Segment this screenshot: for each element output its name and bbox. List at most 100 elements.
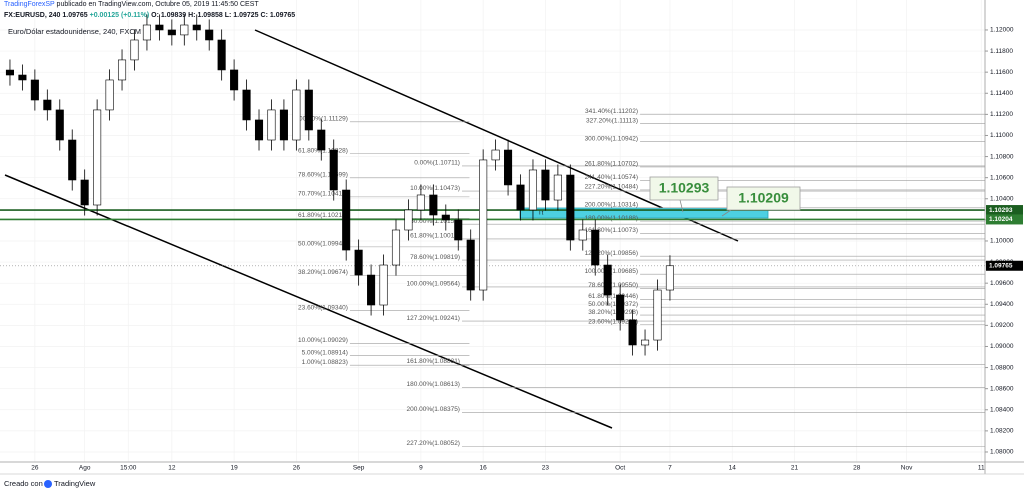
candle-body (93, 109, 102, 206)
candle-body (317, 129, 326, 151)
quote: 1.09765 (62, 12, 87, 19)
y-tick-label: 1.11000 (990, 132, 1013, 139)
fib-label: 5.00%(1.08914) (302, 349, 348, 356)
candle-body (105, 79, 114, 111)
candle-body (441, 214, 450, 221)
x-tick-label: 23 (542, 465, 550, 472)
y-tick-label: 1.09000 (990, 343, 1014, 350)
x-tick-label: Nov (901, 465, 913, 472)
candle-body (416, 194, 425, 211)
fib-label: 300.00%(1.10942) (585, 135, 639, 142)
candle-body (367, 274, 376, 306)
x-tick-label: Ago (79, 465, 91, 472)
candle-body (254, 119, 264, 141)
fib-label: 241.40%(1.10574) (585, 174, 639, 181)
candle-body (18, 74, 27, 81)
candle-body (205, 29, 214, 41)
y-tick-label: 1.10800 (990, 153, 1014, 160)
candle-body (267, 109, 276, 141)
fib-label: 227.20%(1.10484) (585, 184, 639, 191)
y-tick-label: 1.11200 (990, 111, 1013, 118)
x-tick-label: 28 (853, 465, 861, 472)
trend-line (254, 29, 739, 242)
callout-box (726, 186, 801, 211)
candle-body (5, 69, 14, 76)
legend-title: Euro/Dólar estadounidense, 240, FXCM (8, 27, 141, 36)
candle-body (665, 265, 674, 291)
candle-body (391, 229, 401, 266)
fib-label: 161.80%(1.08831) (406, 358, 460, 365)
fib-label: 261.80%(1.10702) (585, 161, 639, 168)
x-tick-label: 16 (480, 465, 488, 472)
candle-body (553, 174, 562, 201)
candle-body (491, 149, 500, 161)
candle-body (591, 229, 600, 266)
candle-body (155, 24, 164, 31)
y-tick-label: 1.10000 (990, 238, 1014, 245)
fib-label: 78.60%(1.10599) (298, 171, 348, 178)
candle-body (466, 239, 475, 291)
fib-label: 78.60%(1.09550) (588, 282, 638, 289)
candle-body (404, 209, 413, 231)
change: +0.00125 (+0.11%) (90, 12, 150, 19)
price-label-bg (986, 205, 1023, 216)
fib-label: 50.00%(1.10159) (410, 218, 460, 225)
fib-label: 50.00%(1.09944) (298, 241, 348, 248)
candle-body (304, 89, 313, 131)
ohlc: O: 1.09839 (151, 12, 186, 19)
candle-body (329, 149, 338, 191)
publisher[interactable]: TradingForexSP (4, 1, 55, 8)
candle-body (217, 39, 226, 71)
x-tick-label: 26 (293, 465, 301, 472)
candle-body (68, 139, 77, 181)
y-tick-label: 1.11800 (990, 48, 1013, 55)
candle-body (230, 69, 239, 91)
candle-body (142, 24, 151, 41)
fib-label: 161.80%(1.10073) (585, 227, 639, 234)
fib-label: 100.00%(1.09564) (406, 281, 460, 288)
trend-line (4, 174, 613, 429)
y-tick-label: 1.08000 (990, 449, 1014, 456)
candle-body (641, 339, 650, 346)
candle-body (628, 319, 637, 346)
candle-body (541, 169, 550, 201)
fib-label: 0.00%(1.10711) (414, 160, 460, 167)
ohlc: H: 1.09858 (188, 12, 223, 19)
fib-label: 61.80%(1.09446) (588, 293, 638, 300)
candle-body (80, 179, 89, 206)
candle-body (180, 24, 189, 36)
fib-label: 127.20%(1.09856) (585, 250, 639, 257)
x-tick-label: 21 (791, 465, 799, 472)
callout-box (649, 176, 719, 201)
symbol-line: FX:EURUSD, 240 1.09765 +0.00125 (+0.11%)… (4, 12, 295, 19)
candle-body (117, 59, 127, 81)
price-label: 1.09765 (989, 262, 1013, 269)
fib-label: 61.80%(1.10019) (410, 233, 460, 240)
footer-brand[interactable]: TradingView (54, 479, 96, 488)
candle-body (192, 24, 201, 31)
fib-label: 327.20%(1.11113) (586, 117, 638, 124)
fib-label: 61.80%(1.10828) (298, 147, 348, 154)
ohlc: C: 1.09765 (261, 12, 296, 19)
fib-label: 180.00%(1.10188) (585, 215, 639, 222)
candle-body (43, 99, 52, 111)
candle-body (279, 109, 288, 141)
x-tick-label: 19 (230, 465, 238, 472)
candle-body (454, 219, 463, 241)
candle-body (616, 294, 625, 321)
y-tick-label: 1.08200 (990, 428, 1014, 435)
x-tick-label: 7 (668, 465, 672, 472)
candle-body (504, 149, 513, 186)
y-tick-label: 1.11600 (990, 69, 1013, 76)
x-tick-label: 9 (419, 465, 423, 472)
fib-label: 127.20%(1.09241) (406, 315, 460, 322)
fib-label: 23.60%(1.09206) (588, 318, 638, 325)
footer-text: Creado con (4, 479, 43, 488)
fib-label: 100.00%(1.11129) (295, 116, 348, 123)
candle-body (528, 169, 538, 211)
candle-body (429, 194, 438, 216)
y-tick-label: 1.09200 (990, 322, 1014, 329)
fib-label: 1.00%(1.08823) (302, 359, 348, 366)
candle-body (566, 174, 575, 241)
